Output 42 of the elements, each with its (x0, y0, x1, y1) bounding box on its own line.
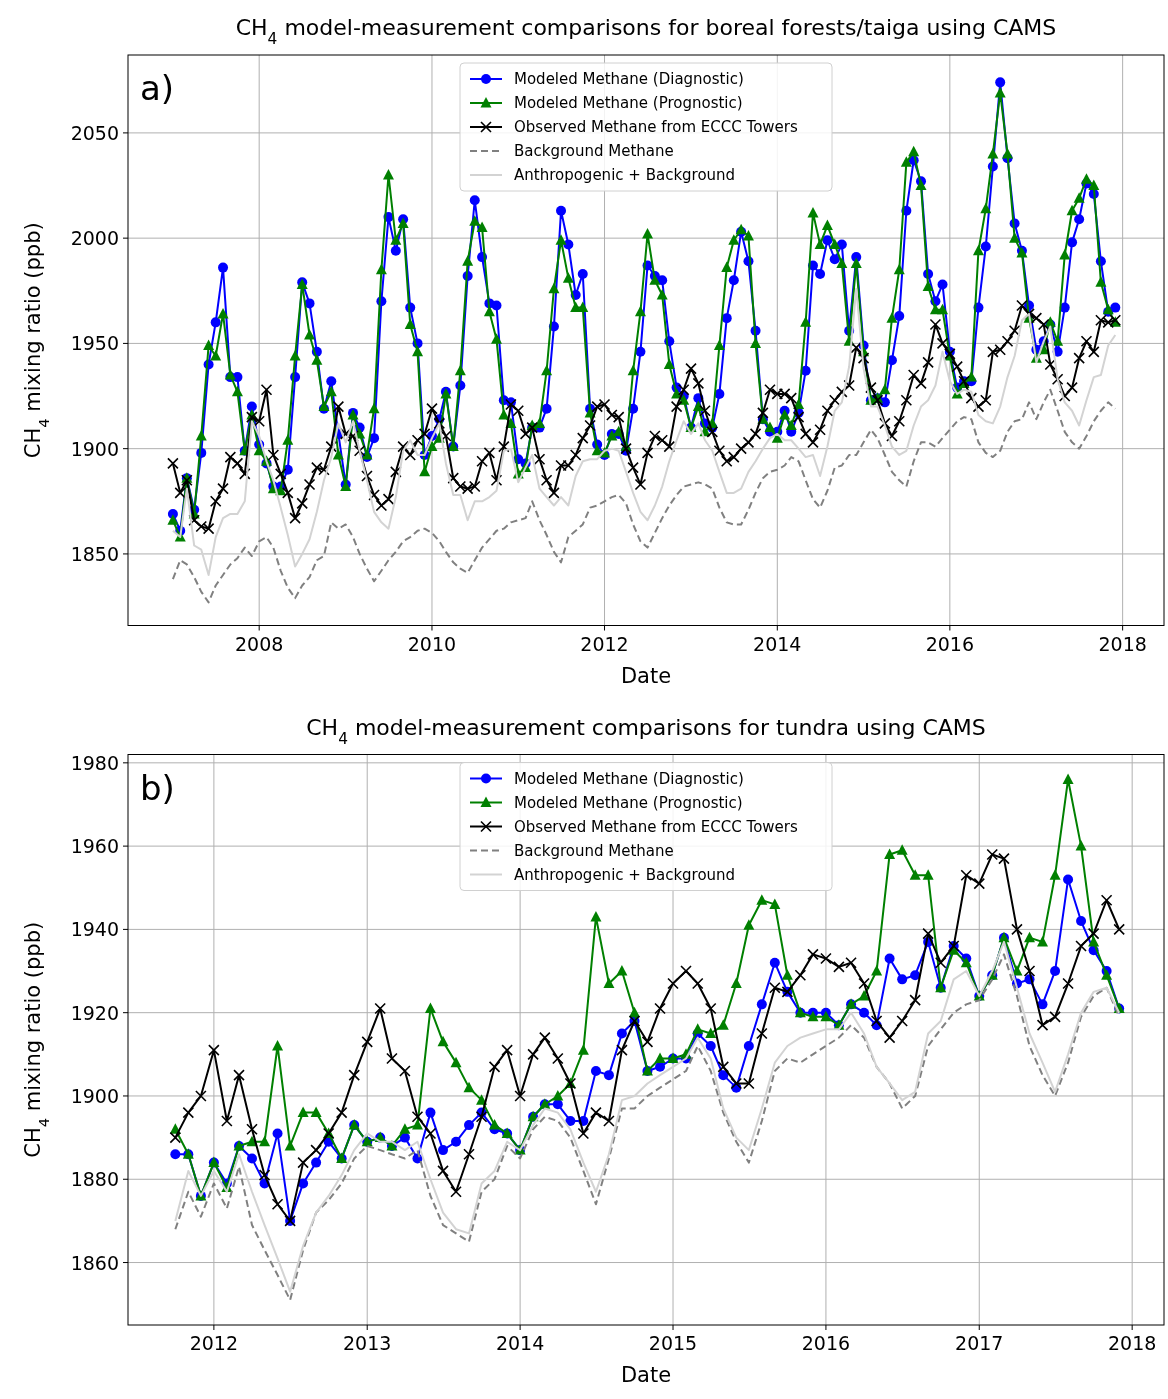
x-tick-label: 2017 (955, 1332, 1004, 1354)
x-tick-label: 2012 (580, 632, 629, 655)
annotation: a) (140, 68, 175, 108)
x-tick-label: 2018 (1098, 632, 1147, 655)
legend-label: Modeled Methane (Prognostic) (514, 94, 743, 112)
annotation: b) (140, 767, 175, 808)
x-tick-label: 2016 (925, 632, 975, 655)
x-axis-title: Date (620, 1363, 672, 1387)
legend-label: Observed Methane from ECCC Towers (514, 118, 798, 136)
x-tick-label: 2012 (189, 1332, 239, 1354)
legend-label: Background Methane (514, 841, 674, 860)
x-tick-label: 2010 (407, 632, 457, 655)
y-tick-label: 1950 (70, 332, 119, 355)
x-tick-label: 2014 (753, 632, 802, 655)
y-tick-label: 1900 (70, 1084, 119, 1107)
legend-label: Modeled Methane (Diagnostic) (514, 769, 744, 788)
y-tick-label: 1920 (70, 1001, 119, 1024)
y-tick-label: 1880 (70, 1168, 119, 1191)
x-tick-label: 2008 (235, 632, 284, 655)
legend-label: Modeled Methane (Prognostic) (514, 793, 743, 812)
y-tick-label: 1980 (70, 751, 119, 774)
legend-label: Observed Methane from ECCC Towers (514, 817, 798, 836)
x-tick-label: 2016 (801, 1332, 851, 1354)
y-tick-label: 1850 (70, 542, 119, 565)
x-tick-label: 2018 (1107, 1332, 1157, 1354)
line-series (171, 287, 1117, 576)
y-tick-label: 1900 (70, 437, 119, 460)
chart-title: CH$_{4}$ model-measurement comparisons for tundra using CAMS (306, 714, 986, 748)
x-tick-label: 2015 (648, 1332, 698, 1354)
y-tick-label: 1860 (70, 1251, 119, 1274)
y-tick-label: 2050 (70, 121, 119, 144)
x-axis-title: Date (620, 663, 672, 688)
y-tick-label: 2000 (70, 227, 119, 250)
legend-label: Modeled Methane (Diagnostic) (514, 70, 744, 88)
y-tick-label: 1940 (70, 918, 119, 941)
legend-label: Anthropogenic + Background (514, 865, 736, 884)
y-tick-label: 1960 (70, 835, 119, 858)
x-tick-label: 2014 (495, 1332, 545, 1354)
legend-label: Anthropogenic + Background (514, 166, 736, 184)
x-tick-label: 2013 (343, 1332, 392, 1354)
legend-label: Background Methane (514, 142, 674, 160)
chart-title: CH$_{4}$ model-measurement comparisons for boreal forests/taiga using CAMS (235, 15, 1057, 48)
